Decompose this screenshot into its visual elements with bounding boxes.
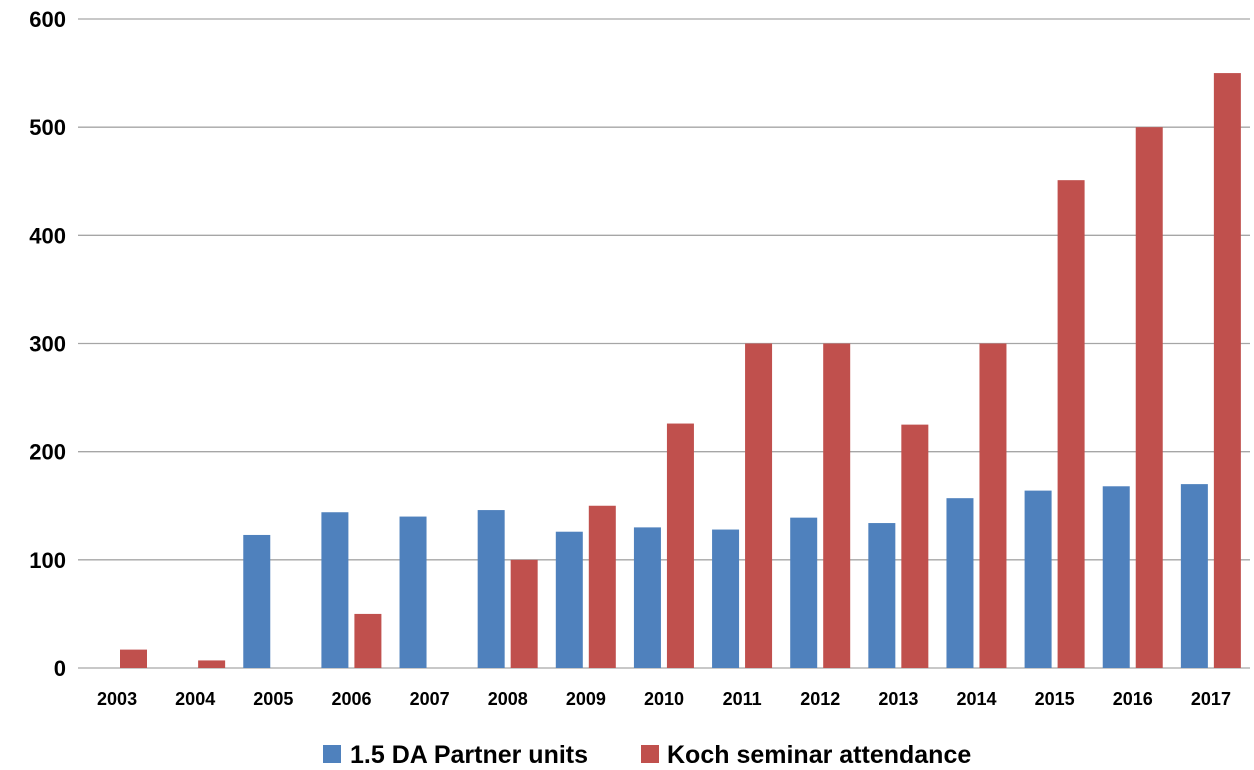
seminar-attendance-bar-2014: [979, 343, 1007, 668]
y-axis-tick-labels: 0 100 200 300 400 500 600: [29, 7, 66, 681]
x-tick-label: 2005: [253, 689, 293, 709]
x-tick-label: 2014: [957, 689, 997, 709]
y-tick-label: 600: [29, 7, 66, 32]
x-tick-label: 2010: [644, 689, 684, 709]
x-tick-label: 2004: [175, 689, 215, 709]
partner-units-bar-2008: [477, 510, 505, 668]
seminar-attendance-bar-2016: [1135, 127, 1163, 668]
partner-units-bar-2011: [712, 529, 740, 668]
seminar-attendance-bar-2017: [1213, 73, 1241, 669]
legend-label-seminar-attendance: Koch seminar attendance: [667, 741, 971, 769]
x-tick-label: 2008: [488, 689, 528, 709]
x-tick-label: 2017: [1191, 689, 1231, 709]
legend-swatch-seminar-attendance: [641, 745, 659, 763]
x-tick-label: 2013: [878, 689, 918, 709]
y-tick-label: 0: [54, 656, 66, 681]
partner-units-bar-2010: [633, 527, 661, 668]
partner-units-bar-2005: [243, 534, 271, 668]
y-tick-label: 500: [29, 115, 66, 140]
x-tick-label: 2016: [1113, 689, 1153, 709]
partner-units-bar-2016: [1102, 486, 1130, 668]
x-tick-label: 2007: [410, 689, 450, 709]
seminar-attendance-bar-2015: [1057, 180, 1085, 668]
x-tick-label: 2015: [1035, 689, 1075, 709]
partner-units-bar-2012: [790, 517, 818, 668]
seminar-attendance-bar-2006: [354, 613, 382, 668]
gridlines: [78, 18, 1250, 669]
seminar-attendance-bar-2004: [198, 660, 226, 668]
y-tick-label: 300: [29, 332, 66, 357]
partner-units-bar-2015: [1024, 490, 1052, 668]
y-tick-label: 200: [29, 440, 66, 465]
seminar-attendance-bar-2010: [666, 423, 694, 668]
y-tick-label: 400: [29, 223, 66, 248]
seminar-attendance-bar-2009: [588, 505, 616, 668]
x-tick-label: 2006: [331, 689, 371, 709]
seminar-attendance-bar-2003: [120, 649, 147, 668]
seminar-attendance-bar-2012: [823, 343, 851, 668]
partner-units-bar-2007: [399, 516, 427, 668]
bars: [120, 73, 1241, 669]
legend-swatch-partner-units: [323, 745, 341, 763]
partner-units-bar-2017: [1180, 484, 1208, 668]
partner-units-bar-2009: [555, 531, 583, 668]
seminar-attendance-bar-2011: [745, 343, 773, 668]
partner-units-bar-2006: [321, 512, 349, 668]
x-tick-label: 2012: [800, 689, 840, 709]
legend-label-partner-units: 1.5 DA Partner units: [350, 741, 588, 769]
x-tick-label: 2009: [566, 689, 606, 709]
x-axis-tick-labels: 2003 2004 2005 2006 2007 2008 2009 2010 2011 2012…: [97, 689, 1231, 709]
partner-units-bar-2013: [868, 523, 896, 668]
y-tick-label: 100: [29, 548, 66, 573]
partner-units-bar-2014: [946, 498, 974, 668]
x-tick-label: 2003: [97, 689, 137, 709]
seminar-attendance-bar-2008: [510, 559, 538, 668]
x-tick-label: 2011: [723, 689, 762, 709]
seminar-attendance-bar-2013: [901, 424, 929, 668]
legend: 1.5 DA Partner units Koch seminar attenda…: [323, 741, 971, 769]
